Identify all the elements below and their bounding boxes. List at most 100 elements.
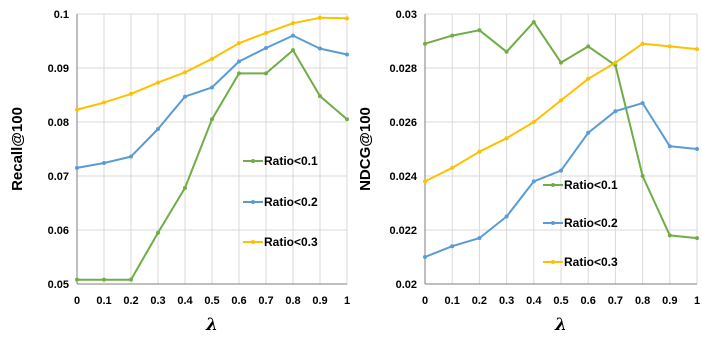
data-point	[345, 117, 349, 122]
data-point	[75, 165, 79, 170]
data-point	[640, 41, 645, 46]
x-tick-label: 0	[422, 295, 428, 307]
data-point	[695, 236, 699, 241]
data-point	[640, 101, 645, 106]
data-point	[504, 136, 509, 141]
data-point	[477, 236, 482, 241]
data-point	[531, 179, 536, 184]
legend-label: Ratio<0.2	[264, 195, 318, 209]
data-point	[504, 214, 509, 219]
data-point	[156, 230, 160, 235]
x-tick-label: 0.5	[553, 295, 568, 307]
x-tick-label: 0.7	[608, 295, 623, 307]
data-point	[102, 161, 106, 166]
data-point	[264, 30, 268, 35]
legend-label: Ratio<0.1	[564, 178, 618, 192]
x-tick-label: 1	[694, 295, 700, 307]
x-tick-label: 0.3	[499, 295, 514, 307]
data-point	[450, 165, 455, 170]
data-point	[156, 127, 160, 132]
data-point	[183, 185, 187, 190]
data-point	[318, 94, 322, 99]
data-point	[504, 49, 509, 54]
legend-label: Ratio<0.3	[564, 255, 618, 269]
data-point	[210, 85, 214, 90]
data-point	[640, 174, 645, 178]
data-point	[586, 44, 591, 49]
x-tick-label: 0.5	[204, 295, 219, 307]
legend-marker	[551, 221, 555, 225]
data-point	[210, 56, 214, 61]
x-axis-title: λ	[554, 315, 567, 335]
x-tick-label: 0.9	[662, 295, 677, 307]
data-point	[613, 109, 618, 114]
legend-marker	[251, 240, 255, 244]
x-tick-label: 0.4	[526, 295, 542, 307]
x-tick-label: 0.6	[231, 295, 246, 307]
legend-label: Ratio<0.1	[264, 154, 318, 168]
data-point	[291, 48, 295, 53]
data-point	[237, 59, 241, 64]
data-point	[667, 233, 672, 238]
x-tick-label: 1	[344, 295, 350, 307]
data-point	[423, 179, 427, 184]
x-tick-label: 0.4	[177, 295, 193, 307]
y-tick-label: 0.08	[48, 117, 69, 129]
data-point	[75, 107, 79, 112]
x-tick-label: 0.2	[472, 295, 487, 307]
ndcg-chart-panel: 0.02 0.022 0.024 0.026 0.028 0.03 0 0.1 0.2 0.3 0.…	[357, 9, 700, 335]
x-tick-label: 0.7	[258, 295, 273, 307]
y-tick-label: 0.07	[48, 171, 69, 183]
y-axis-title: NDCG@100	[357, 107, 374, 191]
data-point	[613, 60, 618, 65]
data-point	[318, 46, 322, 51]
x-tick-label: 0.8	[285, 295, 300, 307]
data-point	[129, 277, 133, 282]
legend-label: Ratio<0.3	[264, 235, 318, 249]
data-point	[695, 47, 699, 52]
data-point	[559, 60, 563, 65]
data-point	[102, 100, 106, 105]
data-point	[129, 154, 133, 159]
legend-marker	[251, 159, 255, 163]
data-point	[156, 80, 160, 85]
data-point	[129, 91, 133, 96]
data-point	[423, 255, 427, 259]
x-axis-title: λ	[205, 315, 218, 335]
data-point	[531, 120, 536, 124]
data-point	[183, 94, 187, 99]
data-point	[667, 144, 672, 149]
data-point	[667, 44, 672, 49]
data-point	[102, 277, 106, 282]
data-point	[477, 149, 482, 154]
x-tick-label: 0.1	[96, 295, 111, 307]
y-tick-label: 0.026	[389, 117, 417, 129]
y-tick-label: 0.1	[54, 9, 69, 21]
y-tick-label: 0.05	[48, 279, 69, 291]
x-tick-label: 0.9	[312, 295, 327, 307]
legend-marker	[551, 260, 555, 264]
y-tick-label: 0.03	[396, 9, 417, 21]
x-tick-label: 0.8	[635, 295, 650, 307]
data-point	[264, 46, 268, 51]
data-point	[291, 33, 295, 38]
x-tick-label: 0.1	[445, 295, 460, 307]
data-point	[586, 130, 591, 135]
data-point	[237, 71, 241, 76]
y-tick-label: 0.022	[389, 225, 417, 237]
data-point	[695, 147, 699, 151]
data-point	[345, 16, 349, 21]
y-tick-label: 0.024	[389, 171, 417, 183]
y-tick-label: 0.09	[48, 63, 69, 75]
data-point	[477, 28, 482, 33]
data-point	[586, 76, 591, 81]
data-point	[423, 41, 427, 46]
recall-chart-panel: 0.05 0.06 0.07 0.08 0.09 0.1 0 0.1 0.2 0.3 0.4 0.5 0…	[9, 9, 350, 335]
data-point	[75, 277, 79, 282]
data-point	[264, 71, 268, 76]
data-point	[318, 15, 322, 20]
x-tick-label: 0.3	[150, 295, 165, 307]
y-tick-label: 0.02	[396, 279, 417, 291]
x-tick-label: 0	[74, 295, 80, 307]
